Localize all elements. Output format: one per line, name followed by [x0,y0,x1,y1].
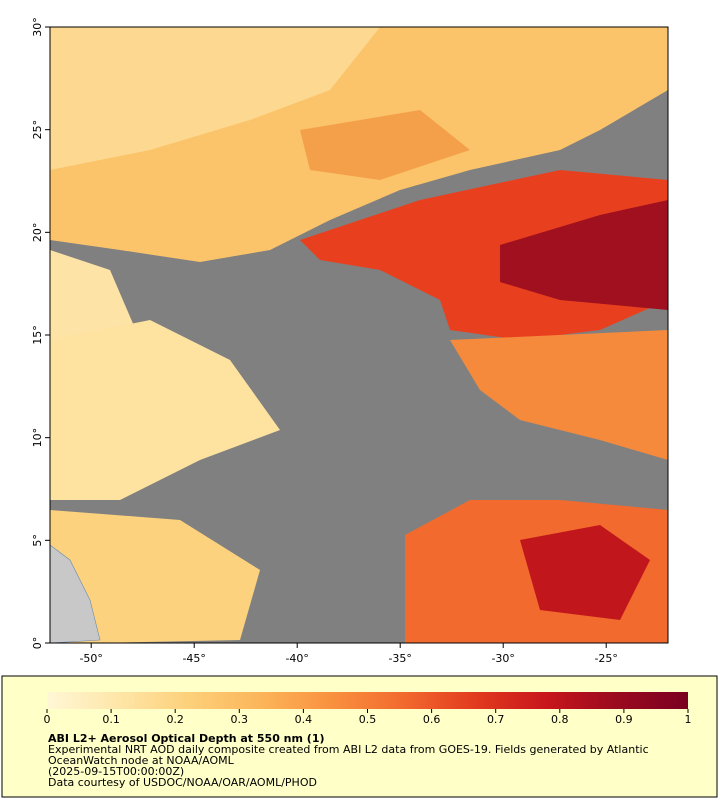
y-tick-label: 20° [31,223,44,243]
colorbar-tick-label: 0.9 [615,713,633,726]
y-tick-label: 25° [31,120,44,140]
colorbar-tick-label: 0.5 [359,713,377,726]
aerosol-area [500,200,668,310]
colorbar-tick-label: 0.6 [423,713,441,726]
x-tick-label: -25° [594,652,617,665]
caption-line: OceanWatch node at NOAA/AOML [48,754,235,767]
colorbar-tick-label: 1 [685,713,692,726]
map [49,26,669,644]
aerosol-area [50,320,280,500]
aerosol-area [50,510,260,643]
aerosol-area [300,110,470,180]
y-tick-label: 10° [31,428,44,448]
x-tick-label: -45° [182,652,205,665]
title: ABI L2+ Aerosol Optical Depth at 550 nm … [48,732,325,745]
y-tick-label: 5° [31,534,44,547]
aerosol-area [50,250,140,340]
colorbar [47,692,688,709]
colorbar-tick-label: 0.7 [487,713,505,726]
caption: Experimental NRT AOD daily composite cre… [48,743,649,789]
colorbar-tick-label: 0.8 [551,713,569,726]
caption-line: Experimental NRT AOD daily composite cre… [48,743,649,756]
colorbar-tick-label: 0.1 [102,713,120,726]
x-tick-label: -30° [491,652,514,665]
y-tick-label: 0° [31,637,44,650]
caption-line: Data courtesy of USDOC/NOAA/OAR/AOML/PHO… [48,776,317,789]
caption-line: (2025-09-15T00:00:00Z) [48,765,184,778]
x-tick-label: -40° [285,652,308,665]
aerosol-area [450,330,668,460]
y-tick-label: 15° [31,325,44,345]
aerosol-area [520,525,650,620]
x-tick-label: -35° [388,652,411,665]
colorbar-tick-label: 0.4 [295,713,313,726]
x-tick-label: -50° [79,652,102,665]
colorbar-tick-label: 0 [44,713,51,726]
y-tick-label: 30° [31,17,44,37]
aerosol-area [50,27,380,170]
colorbar-tick-label: 0.3 [231,713,249,726]
colorbar-tick-label: 0.2 [166,713,184,726]
